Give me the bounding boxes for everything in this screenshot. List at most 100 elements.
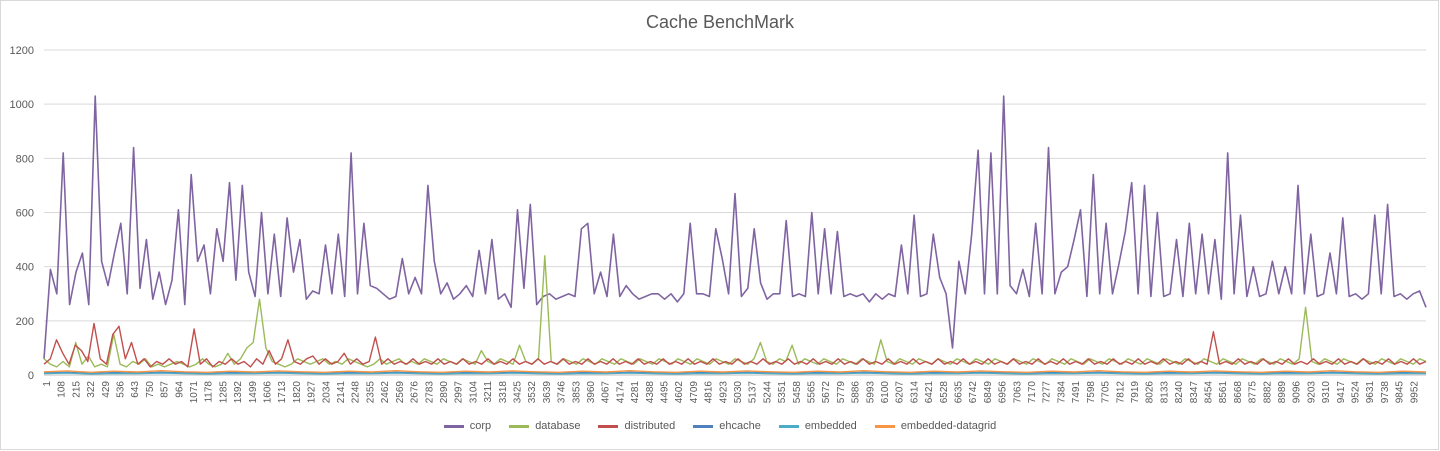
x-tick-label: 3639 [542, 381, 553, 404]
y-tick-label: 0 [28, 370, 34, 382]
x-tick-label: 3104 [468, 381, 479, 404]
x-tick-label: 8561 [1218, 381, 1229, 404]
x-tick-label: 5886 [851, 381, 862, 404]
x-tick-label: 4388 [645, 381, 656, 404]
x-tick-label: 9631 [1365, 381, 1376, 404]
legend-item-embedded-datagrid: embedded-datagrid [874, 420, 997, 432]
legend-label: distributed [624, 420, 676, 432]
x-tick-label: 7384 [1056, 381, 1067, 404]
x-tick-label: 5458 [792, 381, 803, 404]
x-tick-label: 4816 [704, 381, 715, 404]
x-tick-label: 7491 [1071, 381, 1082, 404]
x-tick-label: 9096 [1292, 381, 1303, 404]
y-tick-label: 400 [16, 262, 34, 274]
y-tick-label: 1200 [10, 45, 34, 57]
x-tick-label: 9417 [1336, 381, 1347, 404]
x-tick-label: 9310 [1321, 381, 1332, 404]
x-tick-label: 3318 [498, 381, 509, 404]
series-line-corp [43, 95, 1427, 359]
x-tick-label: 3853 [571, 381, 582, 404]
legend-label: embedded [804, 420, 857, 432]
x-tick-label: 4281 [630, 381, 641, 404]
x-tick-label: 108 [57, 381, 68, 398]
legend-swatch [778, 424, 799, 428]
x-tick-label: 4923 [718, 381, 729, 404]
x-tick-label: 7277 [1042, 381, 1053, 404]
y-tick-label: 1000 [10, 99, 34, 111]
x-tick-label: 6956 [998, 381, 1009, 404]
series-line-embedded-datagrid [43, 370, 1427, 373]
legend-swatch [693, 424, 714, 428]
x-tick-label: 1499 [248, 381, 259, 404]
y-tick-label: 600 [16, 208, 34, 220]
x-tick-label: 8882 [1262, 381, 1273, 404]
x-tick-label: 643 [130, 381, 141, 398]
x-tick-label: 2890 [439, 381, 450, 404]
x-tick-label: 1927 [307, 381, 318, 404]
x-tick-label: 9203 [1306, 381, 1317, 404]
x-tick-label: 8989 [1277, 381, 1288, 404]
x-tick-label: 7705 [1101, 381, 1112, 404]
x-tick-label: 7063 [1012, 381, 1023, 404]
x-tick-label: 322 [86, 381, 97, 398]
x-tick-label: 5565 [807, 381, 818, 404]
x-tick-label: 1392 [233, 381, 244, 404]
x-tick-label: 215 [71, 381, 82, 398]
x-tick-label: 7812 [1115, 381, 1126, 404]
x-tick-label: 6528 [939, 381, 950, 404]
x-tick-label: 2783 [424, 381, 435, 404]
x-tick-label: 2034 [321, 381, 332, 404]
x-tick-label: 9952 [1409, 381, 1420, 404]
legend-label: database [535, 420, 581, 432]
x-tick-label: 2569 [395, 381, 406, 404]
x-tick-label: 6207 [895, 381, 906, 404]
x-tick-label: 2141 [336, 381, 347, 404]
x-tick-label: 5779 [836, 381, 847, 404]
legend-item-embedded: embedded [778, 420, 857, 432]
legend-item-corp: corp [443, 420, 492, 432]
x-tick-label: 5993 [865, 381, 876, 404]
x-tick-label: 536 [116, 381, 127, 398]
legend-swatch [598, 424, 619, 428]
legend-label: embedded-datagrid [900, 420, 997, 432]
x-tick-label: 7598 [1086, 381, 1097, 404]
x-tick-label: 1178 [204, 381, 215, 403]
legend-item-ehcache: ehcache [693, 420, 761, 432]
x-tick-label: 2462 [380, 381, 391, 404]
x-tick-label: 9524 [1350, 381, 1361, 404]
y-tick-label: 800 [16, 153, 34, 165]
x-tick-label: 5672 [821, 381, 832, 404]
x-tick-label: 2997 [454, 381, 465, 404]
x-tick-label: 8454 [1203, 381, 1214, 404]
x-tick-label: 6635 [954, 381, 965, 404]
x-tick-label: 6100 [880, 381, 891, 404]
x-tick-label: 1606 [263, 381, 274, 404]
x-tick-label: 8240 [1174, 381, 1185, 404]
x-tick-label: 5351 [777, 381, 788, 404]
x-tick-label: 3532 [527, 381, 538, 404]
x-tick-label: 8668 [1233, 381, 1244, 404]
x-tick-label: 4174 [615, 381, 626, 404]
x-tick-label: 8026 [1145, 381, 1156, 404]
x-tick-label: 7919 [1130, 381, 1141, 404]
y-tick-label: 200 [16, 316, 34, 328]
legend-swatch [874, 424, 895, 428]
legend-label: corp [469, 420, 492, 432]
x-tick-label: 8775 [1248, 381, 1259, 404]
legend-swatch [509, 424, 530, 428]
x-tick-label: 1713 [277, 381, 288, 404]
legend-item-database: database [509, 420, 580, 432]
series-line-distributed [43, 322, 1427, 368]
x-tick-label: 1285 [218, 381, 229, 404]
x-tick-label: 750 [145, 381, 156, 398]
x-tick-label: 2676 [410, 381, 421, 404]
x-tick-label: 4602 [674, 381, 685, 404]
x-tick-label: 3211 [483, 381, 494, 403]
x-tick-label: 6849 [983, 381, 994, 404]
x-tick-label: 8347 [1189, 381, 1200, 404]
x-tick-label: 4495 [659, 381, 670, 404]
x-tick-label: 3746 [557, 381, 568, 404]
x-tick-label: 1071 [189, 381, 200, 404]
x-tick-label: 8133 [1159, 381, 1170, 404]
